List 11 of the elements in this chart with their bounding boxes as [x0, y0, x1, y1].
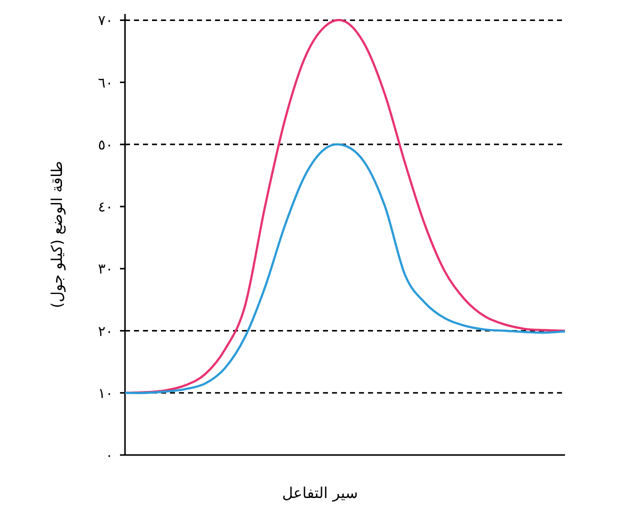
y-tick-label: ٦٠ — [98, 75, 113, 92]
y-tick-label: ١٠ — [98, 386, 113, 402]
y-axis-title: طاقة الوضع (كيلو جول) — [48, 160, 66, 308]
y-tick-label: ٧٠ — [98, 13, 113, 30]
y-tick-label: ٣٠ — [98, 262, 113, 278]
y-tick-label: ٥٠ — [98, 137, 113, 154]
x-axis-title: سير التفاعل — [282, 484, 358, 502]
y-tick-label: ٢٠ — [98, 324, 113, 340]
line-series — [124, 19, 566, 394]
y-tick-label: ٠ — [105, 448, 113, 464]
y-tick-label: ٤٠ — [98, 200, 113, 216]
